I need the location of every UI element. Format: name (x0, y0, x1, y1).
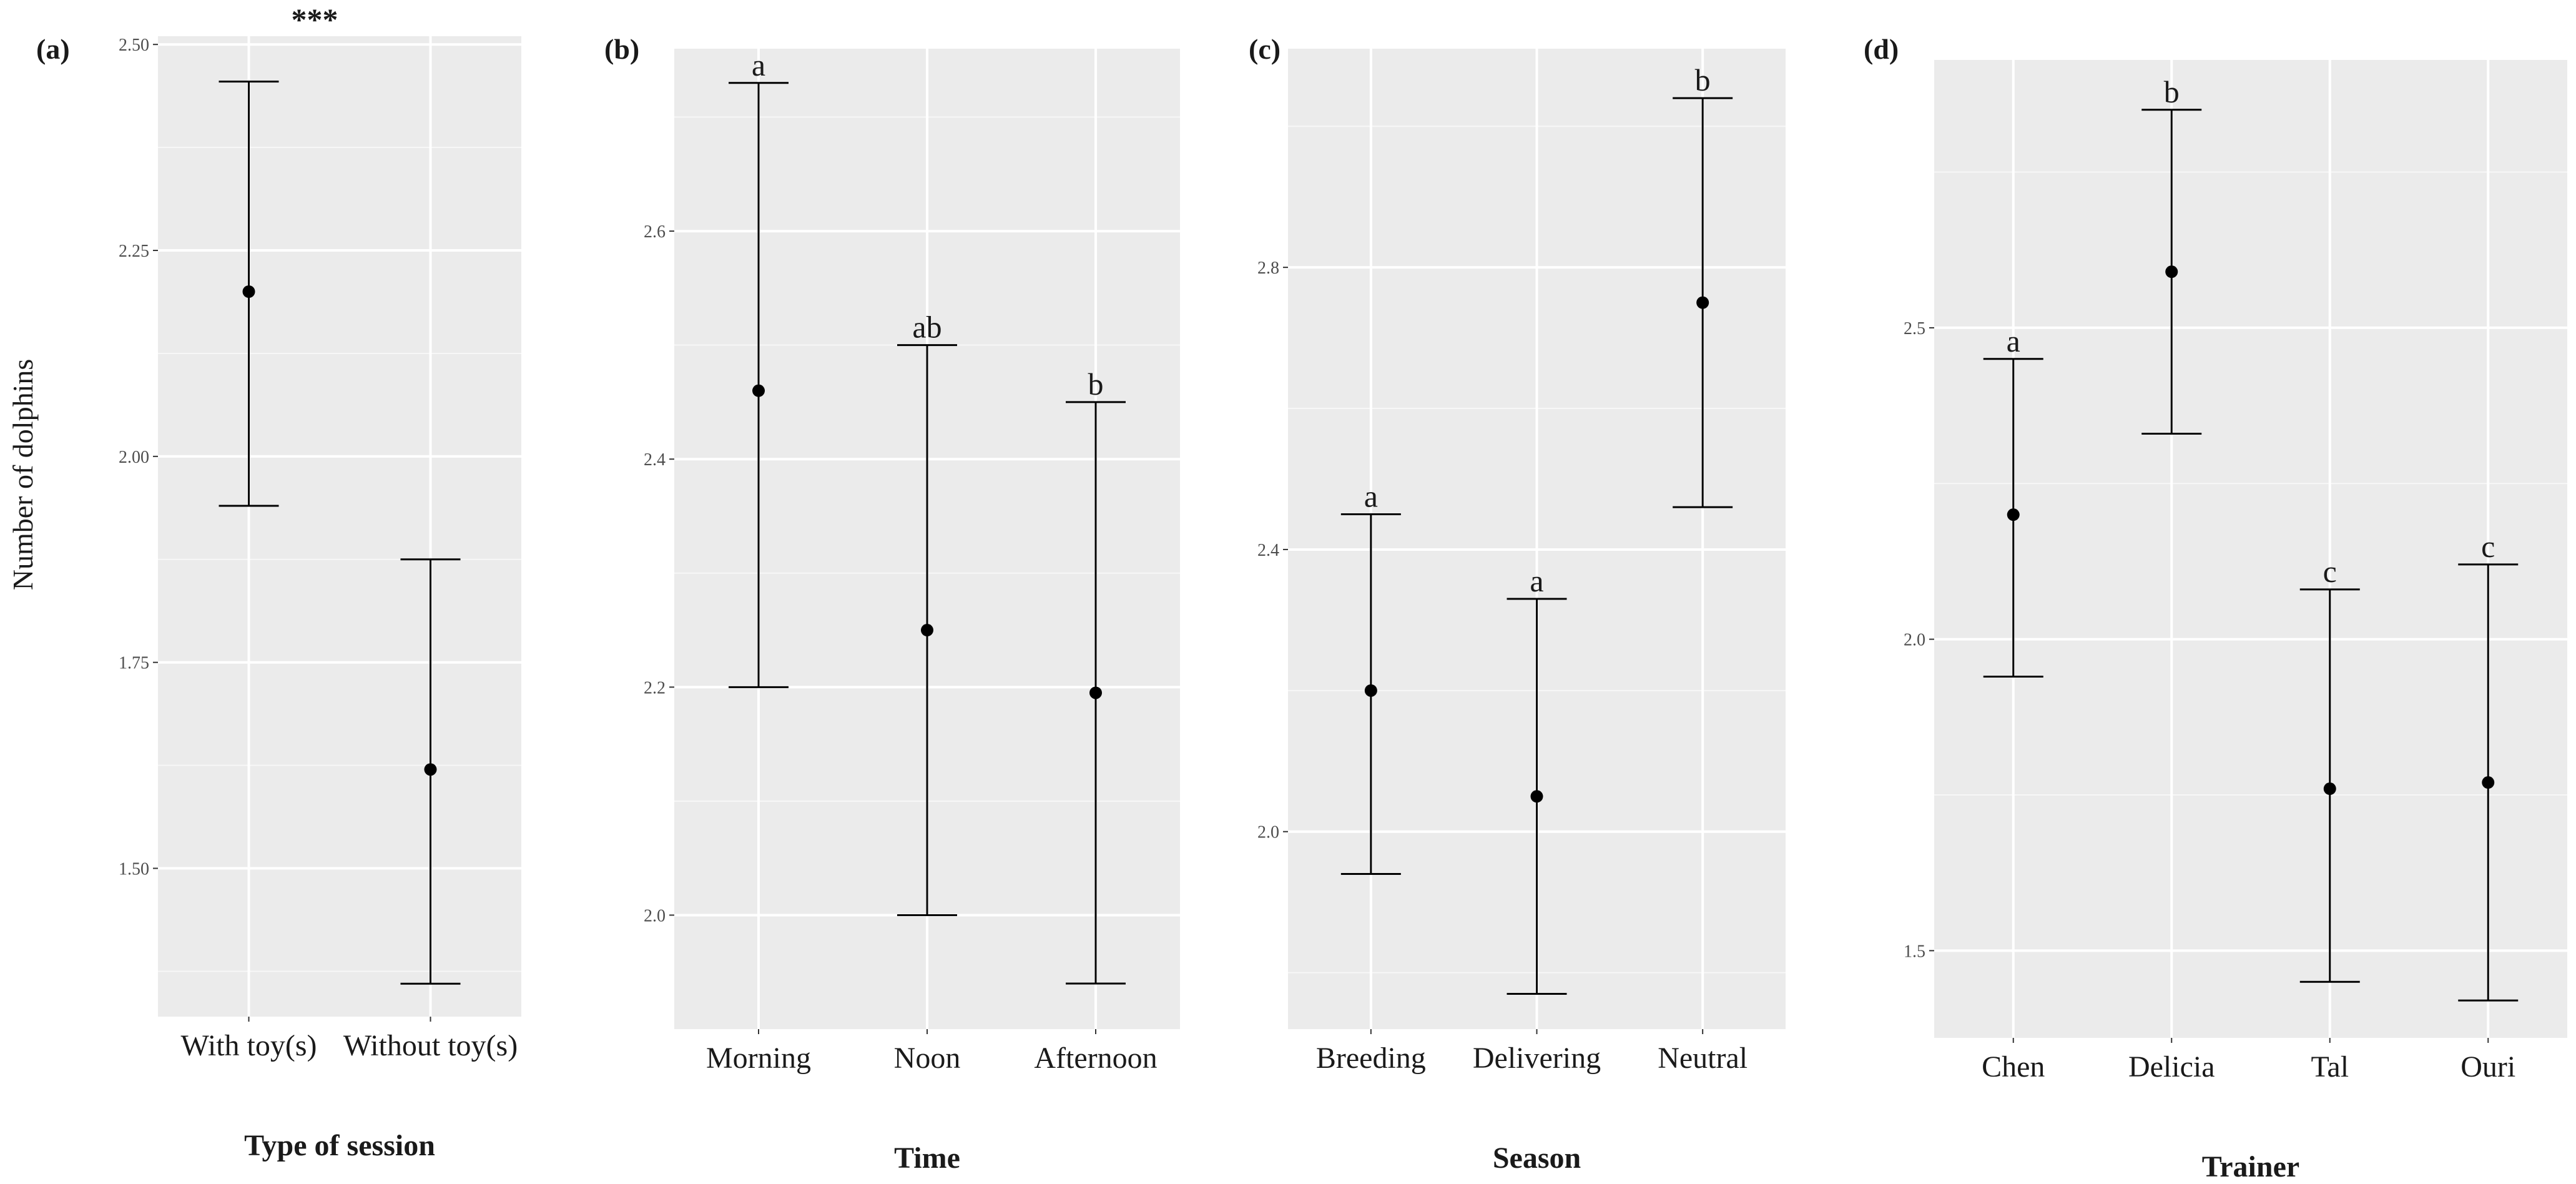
mean-point (1696, 296, 1709, 309)
panel-1: 1.50 1.75 2.00 2.25 2.50 With toy(s) Without t… (36, 2, 521, 1162)
x-axis-label: Trainer (2202, 1150, 2299, 1183)
y-tick-label: 2.0 (1257, 823, 1279, 842)
y-tick-label: 2.8 (1257, 259, 1279, 278)
y-tick-label: 2.2 (644, 678, 666, 698)
x-axis-label: Type of session (244, 1129, 435, 1162)
significance-letter: b (1695, 62, 1711, 97)
x-tick-label: Neutral (1658, 1042, 1748, 1075)
y-tick-label: 2.00 (119, 448, 149, 467)
y-tick-label: 2.4 (1257, 541, 1279, 560)
x-tick-label: Chen (1982, 1050, 2045, 1083)
plot-background (1934, 60, 2567, 1038)
y-tick-label: 2.6 (644, 222, 666, 242)
plot-background (158, 36, 521, 1017)
y-tick-label: 2.0 (1904, 631, 1925, 650)
y-tick-label: 1.5 (1904, 942, 1925, 961)
x-axis-label: Time (894, 1142, 960, 1175)
y-tick-label: 2.50 (119, 36, 149, 55)
x-axis-label: Season (1493, 1142, 1581, 1175)
mean-point (1364, 684, 1377, 697)
significance-letter: ab (912, 310, 941, 345)
panels: 1.50 1.75 2.00 2.25 2.50 With toy(s) Without t… (36, 2, 2567, 1183)
panel-2: 2.0 2.2 2.4 2.6 a Morning ab Noon b Afternoon (b) T… (604, 33, 1180, 1175)
mean-point (2482, 776, 2495, 789)
x-tick-label: With toy(s) (180, 1029, 317, 1062)
mean-point (2007, 508, 2020, 521)
panel-label: (c) (1249, 33, 1281, 65)
mean-point (424, 763, 437, 776)
panel-label: (d) (1864, 33, 1899, 65)
x-tick-label: Without toy(s) (343, 1029, 518, 1062)
x-tick-label: Noon (894, 1042, 961, 1075)
significance-letter: a (2007, 323, 2020, 358)
mean-point (752, 384, 765, 397)
y-tick-label: 2.4 (644, 450, 666, 470)
significance-letter: b (1088, 367, 1104, 402)
significance-letter: a (752, 47, 765, 82)
x-tick-label: Afternoon (1034, 1042, 1157, 1075)
mean-point (1089, 686, 1102, 699)
significance-letter: b (2164, 74, 2180, 109)
panel-label: (a) (36, 33, 70, 65)
x-tick-label: Delicia (2128, 1050, 2215, 1083)
significance-letter: a (1530, 563, 1543, 598)
y-axis-label: Number of dolphins (7, 359, 39, 591)
significance-stars: *** (292, 2, 338, 37)
y-tick-label: 1.50 (119, 860, 149, 879)
mean-point (921, 624, 933, 637)
x-tick-label: Morning (706, 1042, 811, 1075)
x-tick-label: Delivering (1473, 1042, 1601, 1075)
x-tick-label: Tal (2311, 1050, 2349, 1083)
x-tick-label: Ouri (2460, 1050, 2515, 1083)
mean-point (2165, 265, 2178, 279)
y-tick-label: 2.5 (1904, 319, 1925, 338)
mean-point (242, 285, 255, 298)
panel-label: (b) (604, 33, 639, 65)
y-tick-label: 1.75 (119, 654, 149, 673)
significance-letter: c (2323, 554, 2337, 589)
mean-point (2323, 782, 2336, 796)
mean-point (1530, 790, 1543, 803)
panel-3: 2.0 2.4 2.8 a Breeding a Delivering b Neutral (c)… (1249, 33, 1786, 1175)
significance-letter: a (1364, 478, 1378, 513)
significance-letter: c (2481, 529, 2495, 564)
panel-4: 1.5 2.0 2.5 a Chen b Delicia c Tal c Ouri (d) Traine… (1864, 33, 2567, 1183)
y-tick-label: 2.0 (644, 906, 666, 925)
y-tick-label: 2.25 (119, 242, 149, 261)
x-tick-label: Breeding (1316, 1042, 1426, 1075)
